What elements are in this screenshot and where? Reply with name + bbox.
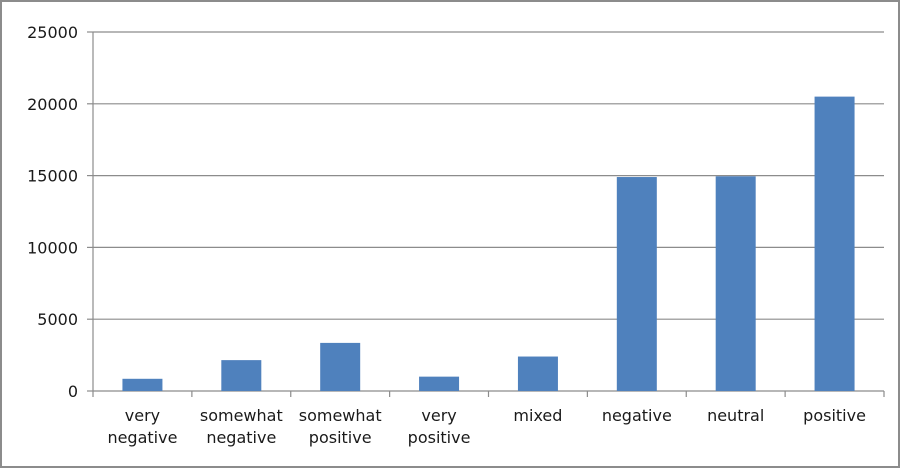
x-category-label-very-negative: very negative: [107, 406, 177, 447]
bar-somewhat-negative: [221, 360, 262, 391]
x-category-label-line: somewhat: [299, 406, 382, 425]
x-category-label-line: positive: [309, 428, 372, 447]
y-tick-label-5000: 5000: [37, 310, 78, 329]
x-category-label-line: positive: [803, 406, 866, 425]
bars: [122, 96, 855, 392]
x-category-label-line: very: [125, 406, 160, 425]
x-category-label-positive: positive: [803, 406, 866, 425]
x-category-label-line: mixed: [513, 406, 562, 425]
bar-somewhat-positive: [320, 342, 361, 391]
y-tick-label-15000: 15000: [27, 167, 78, 186]
x-category-label-somewhat-negative: somewhat negative: [200, 406, 283, 447]
x-category-label-line: positive: [408, 428, 471, 447]
x-category-label-line: very: [421, 406, 456, 425]
bar-positive: [814, 96, 855, 392]
y-tick-label-20000: 20000: [27, 95, 78, 114]
y-tick-label-0: 0: [68, 382, 78, 401]
y-tick-label-25000: 25000: [27, 23, 78, 42]
x-category-label-line: negative: [206, 428, 276, 447]
bar-neutral: [715, 176, 756, 391]
bar-negative: [616, 177, 657, 391]
bar-very-positive: [419, 376, 460, 391]
x-category-label-very-positive: very positive: [408, 406, 471, 447]
x-category-label-negative: negative: [602, 406, 672, 425]
axes: [87, 31, 885, 397]
x-category-label-line: negative: [602, 406, 672, 425]
x-category-label-line: somewhat: [200, 406, 283, 425]
x-category-label-mixed: mixed: [513, 406, 562, 425]
x-category-label-somewhat-positive: somewhat positive: [299, 406, 382, 447]
bar-mixed: [517, 356, 558, 391]
x-category-label-neutral: neutral: [707, 406, 764, 425]
y-tick-label-10000: 10000: [27, 238, 78, 257]
bar-very-negative: [122, 378, 163, 391]
x-category-label-line: neutral: [707, 406, 764, 425]
x-category-label-line: negative: [107, 428, 177, 447]
gridlines: [93, 31, 884, 320]
